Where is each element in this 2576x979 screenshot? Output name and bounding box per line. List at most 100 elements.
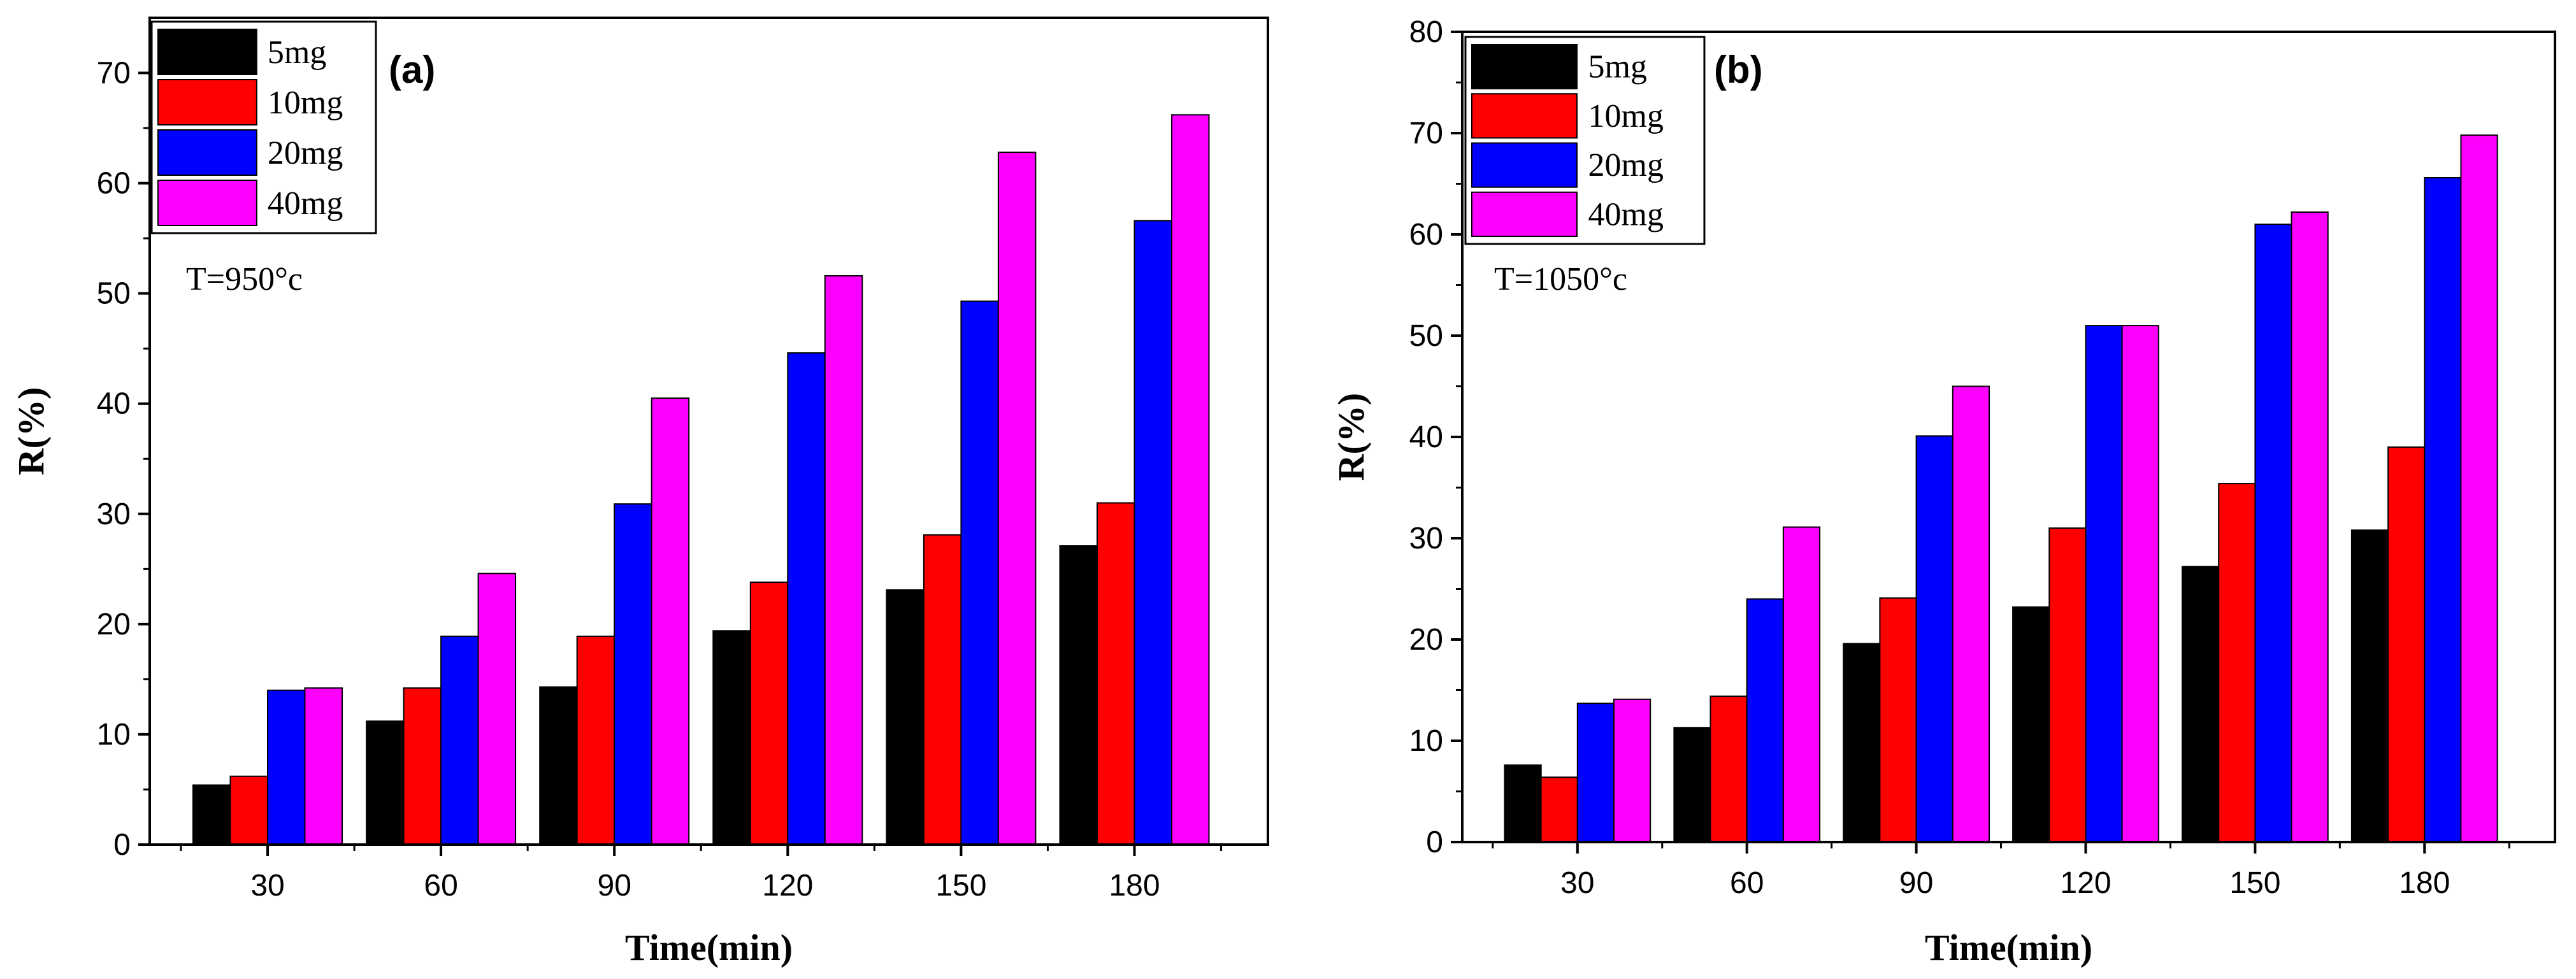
bar-20mg-30	[1576, 703, 1615, 843]
bar-10mg-150	[923, 534, 962, 845]
bar-5mg-180	[2350, 529, 2389, 843]
legend-swatch-10mg	[1471, 93, 1578, 139]
legend-swatch-20mg	[157, 129, 257, 176]
legend: 5mg 10mg 20mg 40mg	[150, 20, 377, 234]
x-tick-label: 180	[1109, 869, 1160, 903]
y-tick-label: 40	[1409, 420, 1443, 454]
y-tick-label: 40	[97, 387, 131, 421]
bar-40mg-120	[2121, 325, 2159, 843]
bar-10mg-150	[2218, 483, 2256, 843]
bar-20mg-60	[440, 635, 479, 846]
bar-10mg-30	[1540, 776, 1578, 843]
legend-label-20mg: 20mg	[268, 135, 343, 171]
bar-40mg-90	[1952, 385, 1990, 843]
bar-20mg-150	[2254, 224, 2292, 843]
legend-label-40mg: 40mg	[268, 185, 343, 222]
bar-10mg-120	[749, 582, 789, 845]
bar-5mg-60	[1673, 727, 1711, 843]
y-tick-label: 10	[97, 718, 131, 752]
legend-label-5mg: 5mg	[1588, 49, 1647, 85]
x-tick-label: 150	[935, 869, 986, 903]
y-axis-title: R(%)	[10, 387, 52, 476]
y-tick-label: 30	[97, 497, 131, 531]
x-tick-label: 30	[250, 869, 284, 903]
legend-swatch-40mg	[157, 180, 257, 226]
y-tick-label: 60	[1409, 218, 1443, 252]
bar-40mg-180	[2460, 134, 2498, 843]
y-tick-label: 20	[97, 608, 131, 641]
bar-5mg-90	[539, 686, 578, 845]
y-tick-label: 50	[97, 277, 131, 311]
bar-40mg-120	[824, 275, 863, 845]
legend-label-40mg: 40mg	[1588, 196, 1664, 232]
legend: 5mg 10mg 20mg 40mg	[1464, 36, 1706, 245]
bar-10mg-90	[576, 635, 615, 846]
y-tick-label: 30	[1409, 522, 1443, 555]
y-tick-label: 60	[97, 167, 131, 201]
bar-5mg-180	[1059, 545, 1098, 845]
x-tick-label: 150	[2229, 866, 2280, 900]
bar-40mg-60	[1782, 526, 1821, 843]
bar-40mg-150	[997, 152, 1037, 846]
bar-20mg-180	[2424, 177, 2462, 843]
chart-panel-a: 0 10 20 30 40 50 60 70 30 60 90 120 150 180 Time(min) R…	[10, 17, 1269, 968]
x-axis-title: Time(min)	[1925, 927, 2092, 968]
legend-swatch-20mg	[1471, 142, 1578, 188]
y-tick-label: 70	[97, 57, 131, 90]
bar-5mg-120	[2012, 606, 2050, 843]
legend-swatch-5mg	[157, 29, 257, 75]
x-tick-label: 120	[762, 869, 813, 903]
chart-panel-b: 0 10 20 30 40 50 60 70 80 30 60 90 120 150 180 Time(min…	[1330, 15, 2556, 968]
bar-40mg-180	[1171, 114, 1210, 845]
y-tick-label: 0	[113, 828, 131, 862]
bar-10mg-60	[1709, 696, 1748, 843]
bar-20mg-120	[787, 352, 826, 845]
y-tick-label: 50	[1409, 319, 1443, 353]
bar-10mg-180	[1097, 502, 1135, 845]
x-tick-label: 60	[424, 869, 457, 903]
x-axis-title: Time(min)	[625, 927, 793, 968]
y-tick-label: 80	[1409, 15, 1443, 49]
bar-10mg-90	[1879, 597, 1917, 843]
legend-label-10mg: 10mg	[1588, 98, 1664, 134]
bar-40mg-90	[651, 397, 690, 845]
temperature-annotation: T=950°c	[186, 261, 303, 297]
bar-10mg-30	[229, 775, 268, 845]
bar-10mg-120	[2048, 527, 2087, 843]
y-axis-title: R(%)	[1330, 393, 1372, 482]
bar-40mg-150	[2291, 211, 2329, 843]
bar-10mg-180	[2387, 446, 2426, 843]
bar-5mg-120	[712, 630, 751, 845]
y-tick-label: 0	[1426, 825, 1443, 859]
x-tick-label: 120	[2060, 866, 2111, 900]
temperature-annotation: T=1050°c	[1494, 261, 1627, 297]
bar-5mg-30	[1504, 764, 1542, 843]
x-tick-label: 60	[1730, 866, 1764, 900]
x-tick-label: 30	[1560, 866, 1594, 900]
y-tick-label: 70	[1409, 117, 1443, 150]
legend-swatch-40mg	[1471, 191, 1578, 237]
legend-swatch-10mg	[157, 79, 257, 125]
panel-label: (a)	[389, 48, 435, 91]
bar-5mg-30	[192, 784, 231, 845]
bar-5mg-150	[2182, 566, 2220, 843]
bar-40mg-60	[477, 573, 517, 845]
bar-5mg-150	[886, 589, 925, 845]
bar-20mg-30	[267, 689, 306, 845]
bar-10mg-60	[403, 687, 442, 845]
bar-20mg-60	[1746, 598, 1784, 843]
legend-label-20mg: 20mg	[1588, 147, 1664, 183]
bar-20mg-120	[2085, 325, 2123, 843]
bar-40mg-30	[1613, 698, 1651, 843]
bar-40mg-30	[304, 687, 343, 845]
bar-5mg-90	[1843, 643, 1881, 843]
panel-label: (b)	[1714, 48, 1763, 91]
legend-swatch-5mg	[1471, 44, 1578, 90]
bar-20mg-90	[1915, 435, 1954, 843]
legend-label-10mg: 10mg	[268, 85, 343, 121]
x-tick-label: 180	[2399, 866, 2450, 900]
bar-20mg-90	[614, 503, 652, 845]
plot-frame	[148, 17, 1269, 846]
x-tick-label: 90	[598, 869, 631, 903]
